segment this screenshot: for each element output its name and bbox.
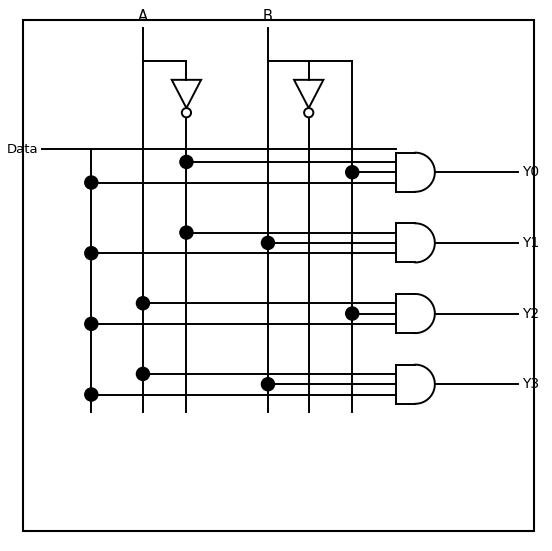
Circle shape: [85, 388, 98, 401]
Circle shape: [136, 368, 150, 380]
Circle shape: [182, 108, 191, 117]
Circle shape: [85, 176, 98, 189]
Text: A: A: [138, 9, 148, 24]
Text: Y3: Y3: [522, 377, 539, 391]
Circle shape: [346, 166, 359, 179]
Circle shape: [346, 307, 359, 320]
Circle shape: [262, 377, 274, 391]
Text: B: B: [263, 9, 273, 24]
Text: Y0: Y0: [522, 165, 539, 179]
Circle shape: [180, 155, 193, 169]
Text: Y2: Y2: [522, 306, 539, 321]
Text: Data: Data: [7, 143, 38, 156]
Text: Y1: Y1: [522, 236, 540, 250]
Circle shape: [180, 226, 193, 239]
Circle shape: [85, 317, 98, 331]
Circle shape: [262, 236, 274, 250]
Circle shape: [136, 297, 150, 310]
Circle shape: [304, 108, 314, 117]
Circle shape: [85, 247, 98, 260]
